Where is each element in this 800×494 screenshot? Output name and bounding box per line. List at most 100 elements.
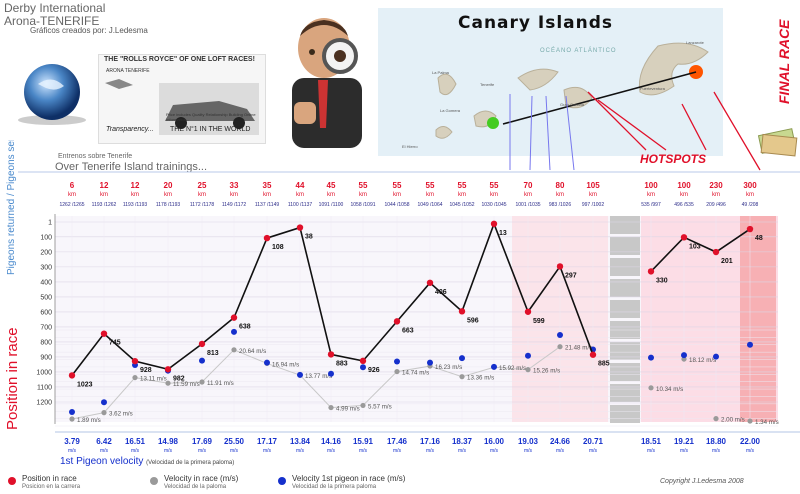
position-label: 13 (499, 230, 507, 237)
position-point (393, 318, 401, 325)
first-velocity-value: 16.00 (484, 437, 505, 446)
velocity-label: 13.36 m/s (467, 375, 494, 382)
ad-tagline: THE N°1 IN THE WORLD (170, 126, 251, 133)
position-point (164, 366, 172, 373)
distance-label: 55 (426, 181, 435, 190)
velocity-point (69, 416, 75, 422)
velocity-point (459, 374, 465, 380)
first-velocity-unit: m/s (712, 448, 721, 454)
first-velocity-unit: m/s (589, 448, 598, 454)
velocity-point (557, 344, 563, 350)
gap-block (610, 405, 640, 423)
first-velocity-value: 3.79 (64, 437, 80, 446)
first-velocity-value: 24.66 (550, 437, 571, 446)
velocity-label: 11.91 m/s (207, 380, 234, 387)
distance-label: 300 (743, 181, 757, 190)
map-label-la-palma: La Palma (432, 70, 449, 75)
final-race-label-wrap: FINAL RACE (776, 19, 792, 104)
velocity-point (681, 356, 687, 362)
first-velocity-point (459, 355, 465, 362)
position-point (263, 234, 271, 242)
first-velocity-unit: m/s (524, 448, 533, 454)
map-label-lanzarote: Lanzarote (686, 40, 704, 45)
first-velocity-value: 25.50 (224, 437, 245, 446)
y-axis-label-top: Pigeons returned / Pigeons sent (6, 140, 17, 275)
position-point (712, 248, 720, 256)
distance-label: 105 (586, 181, 600, 190)
ratio-label: 1030 /1045 (481, 202, 506, 208)
first-velocity-unit: m/s (680, 448, 689, 454)
first-velocity-unit: m/s (164, 448, 173, 454)
first-velocity-point (328, 370, 334, 377)
position-point (131, 357, 139, 365)
velocity-label: 16.94 m/s (272, 361, 299, 368)
velocity-point (199, 379, 205, 385)
first-velocity-point (231, 328, 237, 335)
position-label: 38 (305, 234, 313, 241)
hotspot-arrows (509, 91, 761, 171)
first-velocity-point (681, 352, 687, 359)
y-tick-label: 1000 (36, 369, 52, 376)
first-velocity-value: 14.98 (158, 437, 179, 446)
velocity-line (71, 346, 561, 420)
map-title: Canary Islands (458, 13, 614, 33)
distance-unit: km (296, 192, 304, 198)
map-ocean-label: OCÉANO ATLÁNTICO (540, 48, 617, 54)
velocity-label: 1.34 m/s (755, 419, 779, 426)
ratio-label: 496 /535 (674, 202, 694, 208)
first-velocity-point (491, 363, 497, 370)
map-label-la-gomera: La Gomera (440, 108, 461, 113)
velocity-label: 3.62 m/s (109, 411, 133, 418)
distance-unit: km (680, 192, 688, 198)
first-velocity-point (360, 364, 366, 371)
first-velocity-point (69, 409, 75, 416)
y-tick-label: 700 (40, 324, 52, 331)
ad-brand: ARONA TENERIFE (106, 68, 150, 74)
position-point (68, 372, 76, 379)
y-tick-label: 300 (40, 264, 52, 271)
first-velocity-unit: m/s (359, 448, 368, 454)
first-velocity-unit: m/s (100, 448, 109, 454)
ratio-label: 1045 /1052 (449, 202, 474, 208)
globe-logo-icon (18, 64, 86, 125)
first-velocity-unit: m/s (263, 448, 272, 454)
y-tick-label: 900 (40, 354, 52, 361)
velocity-point (360, 402, 366, 409)
distance-label: 33 (230, 181, 239, 190)
legend-velocity-label: Velocity in race (m/s) (164, 474, 239, 483)
y-tick-label: 400 (40, 279, 52, 286)
position-line-final (650, 228, 751, 272)
distance-label: 12 (131, 181, 140, 190)
position-point (296, 224, 304, 231)
ad-transparency: Transparency... (106, 126, 154, 133)
y-tick-label: 1 (48, 220, 52, 227)
velocity-label: 2.00 m/s (721, 417, 745, 424)
distance-label: 70 (524, 181, 533, 190)
distance-label: 45 (327, 181, 336, 190)
gap-block (610, 279, 640, 297)
gap-block (610, 300, 640, 318)
velocity-point (713, 416, 719, 422)
distance-unit: km (230, 192, 238, 198)
first-velocity-point (199, 357, 205, 364)
distance-label: 55 (490, 181, 499, 190)
velocity-label: 13.11 m/s (140, 376, 167, 383)
ratio-label: 535 /997 (641, 202, 661, 208)
ratio-label: 1149 /1172 (222, 202, 247, 208)
position-label: 599 (533, 318, 545, 325)
velocity-label: 4.99 m/s (336, 406, 360, 413)
velocity-label: 10.34 m/s (656, 386, 683, 393)
distance-label: 20 (164, 181, 173, 190)
position-label: 982 (173, 375, 185, 382)
first-velocity-unit: m/s (296, 448, 305, 454)
velocity-label: 11.59 m/s (173, 381, 200, 388)
legend-velocity-first-sub: Velocidad de la primera paloma (292, 484, 377, 490)
position-label: 330 (656, 277, 668, 284)
distance-unit: km (68, 192, 76, 198)
map-label-gran-canaria: Gran Canaria (560, 102, 585, 107)
y-tick-label: 1200 (36, 399, 52, 406)
first-velocity-unit: m/s (327, 448, 336, 454)
hotspots-label: HOTSPOTS (640, 152, 707, 166)
first-velocity-unit: m/s (426, 448, 435, 454)
